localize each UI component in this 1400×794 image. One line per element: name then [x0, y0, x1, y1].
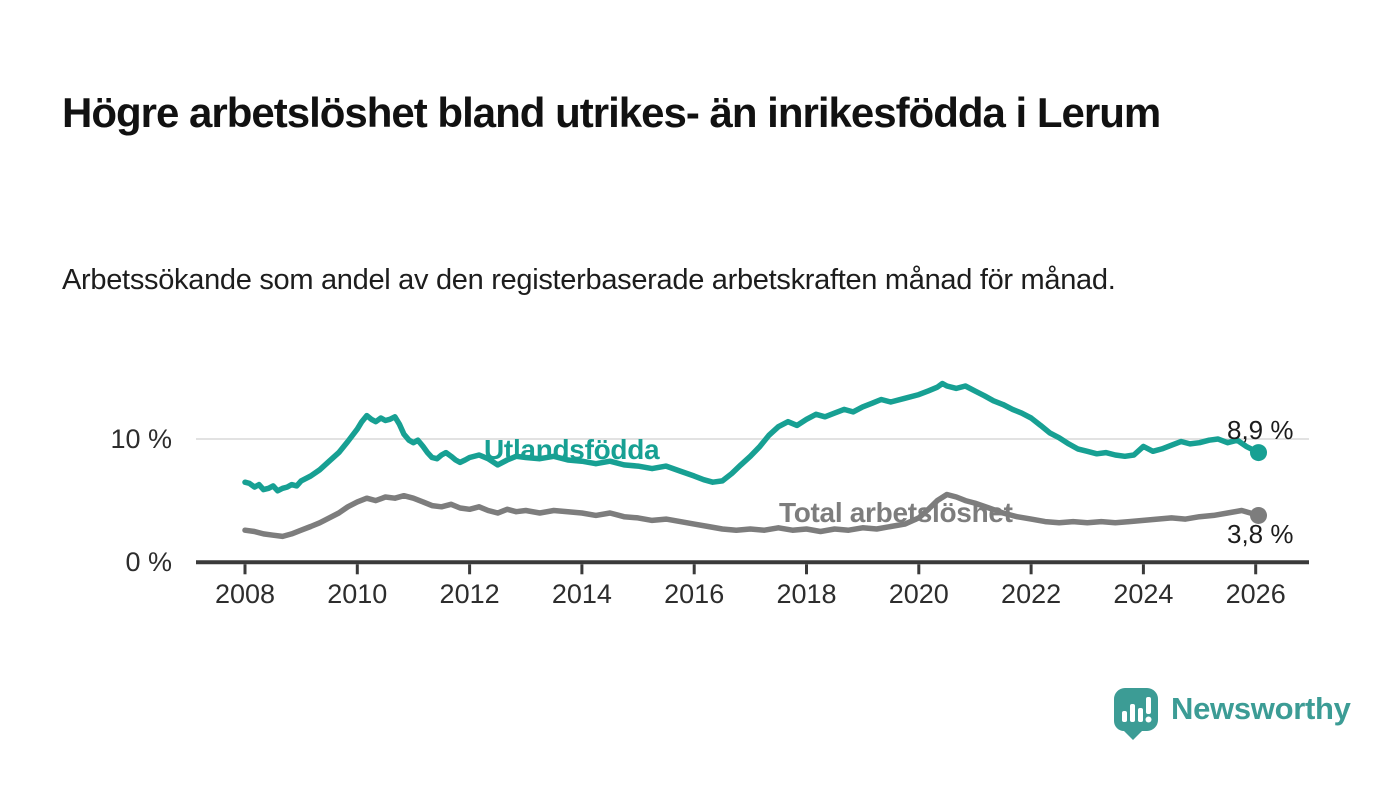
series-label-utlandsfodda: Utlandsfödda [484, 434, 660, 465]
y-axis-tick-label-10: 10 % [110, 424, 172, 454]
series-end-dot-1 [1250, 506, 1268, 524]
x-tick-label-2010: 2010 [327, 579, 388, 609]
x-tick-label-2012: 2012 [439, 579, 500, 609]
bar-chart-speech-bubble-icon [1114, 688, 1158, 740]
x-tick-label-2018: 2018 [776, 579, 837, 609]
series-label-total-arbetsloshet: Total arbetslöshet [779, 497, 1013, 528]
end-value-label-utlandsfodda: 8,9 % [1227, 415, 1294, 445]
chart-subtitle: Arbetssökande som andel av den registerb… [62, 264, 1116, 296]
series-line-0 [242, 380, 1262, 494]
x-tick-label-2026: 2026 [1225, 579, 1286, 609]
end-value-label-total: 3,8 % [1227, 519, 1294, 549]
page-title: Högre arbetslöshet bland utrikes- än inr… [62, 89, 1161, 137]
y-axis-tick-label-0: 0 % [125, 547, 172, 577]
x-tick-label-2016: 2016 [664, 579, 725, 609]
x-tick-label-2020: 2020 [888, 579, 949, 609]
x-tick-label-2014: 2014 [551, 579, 612, 609]
x-tick-label-2024: 2024 [1113, 579, 1174, 609]
newsworthy-logo: Newsworthy [1113, 687, 1351, 741]
x-tick-label-2008: 2008 [214, 579, 276, 609]
series-line-1 [242, 491, 1262, 540]
brand-name: Newsworthy [1171, 691, 1351, 726]
series-end-dot-0 [1250, 444, 1268, 462]
x-tick-label-2022: 2022 [1001, 579, 1062, 609]
